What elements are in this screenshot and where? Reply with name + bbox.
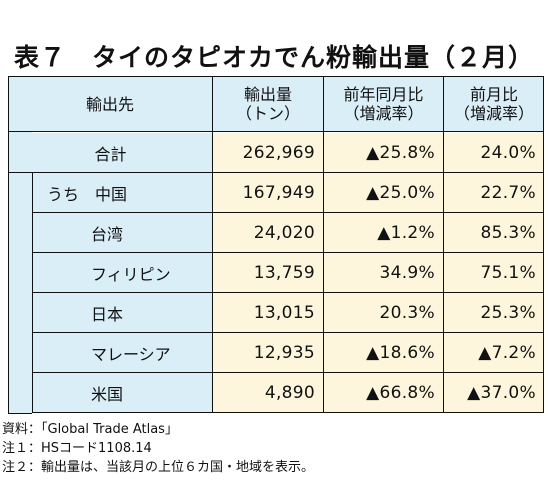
table-cell-mom: ▲37.0% — [444, 373, 544, 412]
note-2: 注２：輸出量は、当該月の上位６カ国・地域を表示。 — [2, 460, 315, 475]
table-cell-yoy: ▲25.8% — [324, 133, 443, 172]
indent-divider — [32, 292, 33, 332]
column-divider — [323, 76, 324, 412]
table-header — [8, 76, 544, 132]
row-divider — [32, 212, 544, 213]
table-cell-volume: 4,890 — [213, 373, 323, 412]
header-destination-label: 輸出先 — [85, 94, 134, 114]
row-divider — [32, 292, 544, 293]
table-cell-yoy: ▲25.0% — [324, 173, 443, 212]
header-mom: 前月比 （増減率） — [443, 76, 544, 132]
row-divider — [32, 252, 544, 253]
header-yoy-unit: （増減率） — [343, 104, 424, 123]
table-cell-yoy: ▲18.6% — [324, 333, 443, 372]
indent-divider — [32, 332, 33, 372]
table-right-border — [543, 76, 544, 412]
table-row-destination: 台湾 — [33, 213, 212, 252]
indent-divider — [32, 212, 33, 252]
table-indent-band — [8, 132, 32, 414]
header-yoy: 前年同月比 （増減率） — [323, 76, 443, 132]
table-cell-yoy: ▲66.8% — [324, 373, 443, 412]
table-cell-volume: 262,969 — [213, 133, 323, 172]
table-cell-mom: 24.0% — [444, 133, 544, 172]
table-cell-mom: 25.3% — [444, 293, 544, 332]
table-cell-mom: 75.1% — [444, 253, 544, 292]
table-cell-mom: 22.7% — [444, 173, 544, 212]
row-divider — [32, 372, 544, 373]
row-divider — [32, 412, 544, 413]
table-cell-volume: 13,015 — [213, 293, 323, 332]
column-divider — [212, 76, 213, 412]
header-volume-unit: （トン） — [235, 104, 300, 123]
table-cell-mom: 85.3% — [444, 213, 544, 252]
header-volume: 輸出量 （トン） — [212, 76, 323, 132]
note-source: 資料：「Global Trade Atlas」 — [2, 422, 178, 437]
table-cell-volume: 12,935 — [213, 333, 323, 372]
table-title: 表７ タイのタピオカでん粉輸出量（２月） — [13, 43, 534, 72]
indent-divider — [32, 372, 33, 412]
table-row-destination: 合計 — [9, 133, 212, 172]
note-1: 注１：HSコード1108.14 — [2, 441, 152, 456]
column-divider — [443, 76, 444, 412]
table-row-destination: うち 中国 — [33, 173, 212, 212]
table-notes: 資料：「Global Trade Atlas」 注１：HSコード1108.14 … — [2, 420, 314, 477]
table-cell-volume: 13,759 — [213, 253, 323, 292]
header-mom-label: 前月比 — [469, 85, 518, 104]
indent-divider — [32, 172, 33, 212]
table-cell-yoy: 20.3% — [324, 293, 443, 332]
indent-divider — [32, 252, 33, 292]
table-cell-volume: 167,949 — [213, 173, 323, 212]
row-divider — [8, 172, 544, 173]
table-row-destination: フィリピン — [33, 253, 212, 292]
header-volume-label: 輸出量 — [243, 85, 292, 104]
row-divider — [32, 332, 544, 333]
table-cell-volume: 24,020 — [213, 213, 323, 252]
header-destination: 輸出先 — [8, 76, 212, 132]
header-mom-unit: （増減率） — [453, 104, 534, 123]
table-cell-yoy: 34.9% — [324, 253, 443, 292]
export-table: 輸出先 輸出量 （トン） 前年同月比 （増減率） 前月比 （増減率） 合計 262… — [8, 76, 544, 414]
table-row-destination: マレーシア — [33, 333, 212, 372]
table-row-destination: 日本 — [33, 293, 212, 332]
table-left-border — [8, 132, 9, 172]
table-cell-yoy: ▲1.2% — [324, 213, 443, 252]
table-row-destination: 米国 — [33, 373, 212, 412]
table-cell-mom: ▲7.2% — [444, 333, 544, 372]
header-yoy-label: 前年同月比 — [343, 85, 424, 104]
